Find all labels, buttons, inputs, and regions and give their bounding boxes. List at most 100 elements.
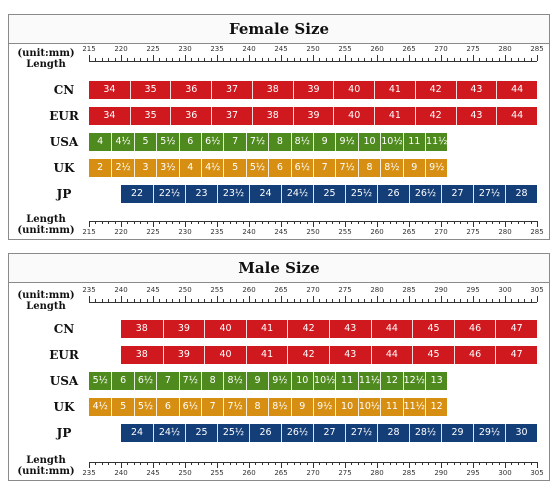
- female-ruler-tick: [498, 58, 500, 61]
- female-ruler-tick: [210, 221, 212, 224]
- female-ruler-tick: [229, 58, 231, 61]
- female-ruler-tick: [505, 55, 506, 61]
- male-size-cell: 42: [287, 320, 329, 338]
- female-ruler-tick: [101, 221, 103, 224]
- male-size-cell: 25: [185, 424, 217, 442]
- female-ruler-tick-label: 215: [82, 228, 96, 236]
- female-ruler-tick: [121, 55, 122, 61]
- male-ruler-tick: [428, 462, 430, 465]
- female-ruler-tick: [255, 221, 257, 224]
- female-size-cell: 24½: [281, 185, 313, 203]
- female-size-cell: 43: [455, 81, 497, 99]
- female-ruler-tick: [338, 58, 340, 61]
- female-ruler-tick: [325, 58, 327, 61]
- female-size-cell: 6½: [201, 133, 223, 151]
- male-ruler-tick: [185, 462, 186, 468]
- male-ruler-tick: [287, 299, 289, 302]
- male-size-cell: 27½: [345, 424, 377, 442]
- male-ruler-tick: [95, 299, 97, 302]
- female-unit-label-bottom: (unit:mm): [17, 225, 75, 236]
- female-ruler-tick: [249, 221, 250, 227]
- female-ruler-tick: [415, 58, 417, 61]
- male-size-cell: 5: [111, 398, 133, 416]
- female-ruler-tick: [345, 221, 346, 227]
- male-size-cell: 24½: [153, 424, 185, 442]
- female-ruler-tick: [159, 58, 161, 61]
- female-ruler-tick: [274, 58, 276, 61]
- female-ruler-tick-label: 240: [242, 45, 256, 53]
- female-ruler-tick: [165, 58, 167, 61]
- female-size-cell: 25: [313, 185, 345, 203]
- female-size-cell: 10: [357, 133, 380, 151]
- male-size-cell: 47: [495, 346, 537, 364]
- male-size-cell: 25½: [217, 424, 249, 442]
- female-ruler-tick: [351, 58, 353, 61]
- female-length-label-top: Length: [26, 59, 66, 70]
- male-ruler-tick: [133, 462, 135, 465]
- male-ruler-tick: [485, 299, 487, 302]
- female-ruler-tick: [108, 58, 110, 61]
- female-size-cell: 2: [97, 162, 104, 173]
- male-ruler-tick: [300, 462, 302, 465]
- female-size-cell: 24: [249, 185, 281, 203]
- male-size-cell: 38: [135, 349, 148, 360]
- female-ruler-tick: [261, 58, 263, 61]
- female-ruler-tick: [140, 221, 142, 224]
- male-size-panel: Male Size 235 240 245 250 255 260 265 270 275 280…: [8, 253, 550, 481]
- male-row-label: EUR: [49, 348, 79, 362]
- male-size-cell: 11½: [357, 372, 380, 390]
- male-ruler-tick: [268, 299, 270, 302]
- male-ruler-tick: [306, 299, 308, 302]
- male-ruler-tick-label: 240: [114, 286, 128, 294]
- male-ruler-tick: [319, 299, 321, 302]
- male-ruler-tick: [428, 299, 430, 302]
- female-ruler-tick: [421, 221, 423, 224]
- male-size-cell: 4½: [92, 401, 108, 412]
- male-size-cell: 9½: [268, 372, 290, 390]
- female-ruler-tick: [172, 221, 174, 224]
- female-ruler-tick: [217, 55, 218, 61]
- male-size-cell: 28½: [409, 424, 441, 442]
- male-ruler-tick: [153, 462, 154, 468]
- female-size-cell: 10½: [380, 133, 403, 151]
- male-ruler-tick: [217, 462, 218, 468]
- female-size-cell: 4½: [201, 159, 223, 177]
- male-size-cell: 44: [370, 320, 413, 338]
- male-ruler-tick: [370, 299, 372, 302]
- male-ruler-tick-label: 265: [274, 286, 288, 294]
- male-ruler-tick: [229, 299, 231, 302]
- female-ruler-tick: [133, 221, 135, 224]
- female-ruler-tick: [217, 221, 218, 227]
- male-ruler-tick-label: 290: [434, 286, 448, 294]
- female-size-cell: 8½: [380, 159, 402, 177]
- female-ruler-tick: [204, 221, 206, 224]
- female-size-cell: 11½: [425, 133, 447, 151]
- female-ruler-tick: [409, 221, 410, 227]
- female-size-cell: 41: [374, 81, 415, 99]
- male-size-cell: 39: [162, 346, 205, 364]
- male-ruler-tick: [178, 299, 180, 302]
- female-size-cell: 23½: [217, 185, 249, 203]
- female-size-cell: 27½: [473, 185, 505, 203]
- male-size-cell: 5½: [92, 375, 108, 386]
- female-ruler-tick-label: 230: [178, 45, 192, 53]
- female-ruler-tick: [370, 221, 372, 224]
- male-ruler-tick-label: 285: [402, 469, 416, 477]
- female-ruler-tick: [383, 58, 385, 61]
- male-ruler-tick: [204, 462, 206, 465]
- male-ruler-tick: [127, 462, 129, 465]
- male-size-cell: 47: [495, 320, 537, 338]
- male-ruler-tick: [473, 296, 474, 302]
- male-ruler-tick: [255, 462, 257, 465]
- female-ruler-tick-label: 265: [402, 45, 416, 53]
- male-ruler-tick: [517, 299, 519, 302]
- male-ruler-tick: [377, 462, 378, 468]
- female-size-cell: 6½: [290, 159, 313, 177]
- female-ruler-tick: [153, 221, 154, 227]
- male-ruler-tick: [287, 462, 289, 465]
- male-ruler-tick: [223, 462, 225, 465]
- female-size-cell: 35: [129, 107, 171, 125]
- female-ruler-tick: [466, 221, 468, 224]
- male-ruler-tick-label: 235: [82, 286, 96, 294]
- female-ruler-tick: [460, 221, 462, 224]
